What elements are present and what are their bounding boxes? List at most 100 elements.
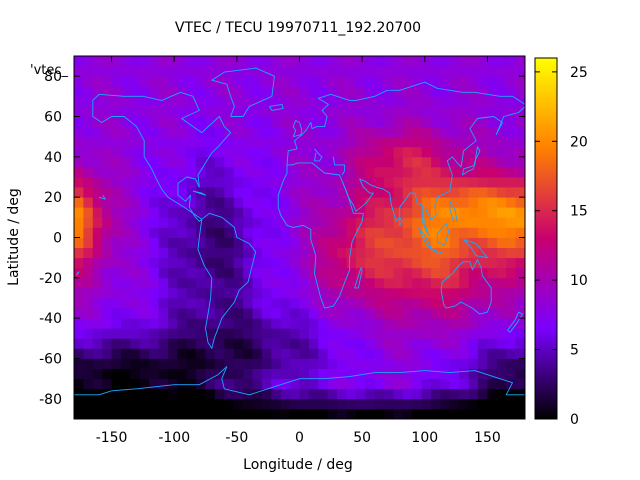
heatmap-cell — [365, 237, 376, 248]
heatmap-cell — [177, 398, 188, 410]
heatmap-cell — [83, 187, 94, 198]
heatmap-cell — [243, 197, 253, 208]
heatmap-cell — [318, 237, 329, 248]
heatmap-cell — [290, 358, 300, 369]
heatmap-cell — [440, 166, 451, 178]
heatmap-cell — [318, 247, 329, 259]
heatmap-cell — [130, 287, 141, 299]
heatmap-cell — [83, 86, 94, 97]
heatmap-cell — [158, 177, 169, 188]
heatmap-cell — [365, 156, 376, 168]
heatmap-cell — [402, 146, 413, 158]
heatmap-cell — [468, 267, 479, 279]
heatmap-cell — [271, 308, 282, 319]
heatmap-cell — [318, 287, 329, 299]
heatmap-cell — [205, 318, 216, 329]
heatmap-cell — [92, 217, 103, 228]
heatmap-cell — [355, 76, 366, 87]
heatmap-cell — [120, 146, 131, 158]
heatmap-cell — [224, 267, 235, 279]
heatmap-cell — [196, 76, 206, 87]
heatmap-cell — [515, 227, 526, 238]
heatmap-cell — [158, 227, 169, 238]
heatmap-cell — [308, 207, 319, 218]
heatmap-cell — [412, 287, 423, 299]
heatmap-cell — [459, 197, 470, 208]
heatmap-cell — [92, 106, 103, 117]
heatmap-cell — [421, 237, 432, 248]
heatmap-cell — [233, 156, 244, 168]
heatmap-cell — [440, 146, 451, 158]
heatmap-cell — [299, 237, 310, 248]
heatmap-cell — [402, 237, 413, 248]
heatmap-cell — [515, 76, 526, 87]
heatmap-cell — [468, 146, 479, 158]
heatmap-cell — [111, 96, 122, 107]
colorbar-tick-label: 25 — [570, 65, 588, 81]
heatmap-cell — [374, 318, 385, 329]
heatmap-cell — [120, 187, 131, 198]
heatmap-cell — [318, 146, 329, 158]
heatmap-cell — [327, 257, 338, 269]
heatmap-cell — [355, 287, 366, 299]
heatmap-cell — [487, 298, 498, 309]
heatmap-cell — [468, 177, 479, 188]
heatmap-cell — [214, 56, 225, 67]
heatmap-cell — [421, 86, 432, 97]
heatmap-cell — [205, 378, 216, 390]
heatmap-cell — [111, 378, 122, 390]
heatmap-cell — [177, 126, 188, 138]
heatmap-cell — [487, 348, 498, 359]
heatmap-cell — [130, 298, 141, 309]
heatmap-cell — [167, 56, 178, 67]
heatmap-cell — [496, 227, 507, 238]
heatmap-cell — [102, 358, 112, 369]
heatmap-cell — [139, 207, 150, 218]
heatmap-cell — [186, 298, 197, 309]
coastline — [436, 222, 450, 247]
heatmap-cell — [384, 358, 394, 369]
heatmap-cell — [167, 166, 178, 178]
heatmap-cell — [139, 86, 150, 97]
heatmap-cell — [261, 56, 272, 67]
heatmap-cell — [346, 408, 357, 420]
heatmap-cell — [280, 267, 291, 279]
heatmap-cell — [83, 378, 94, 390]
heatmap-cell — [111, 257, 122, 269]
heatmap-cell — [515, 56, 526, 67]
heatmap-cell — [440, 207, 451, 218]
heatmap-cell — [261, 136, 272, 148]
heatmap-cell — [139, 146, 150, 158]
heatmap-cell — [384, 177, 394, 188]
heatmap-cell — [74, 56, 84, 67]
heatmap-cell — [412, 76, 423, 87]
heatmap-cell — [167, 247, 178, 259]
heatmap-cell — [111, 136, 122, 148]
heatmap-cell — [205, 187, 216, 198]
heatmap-cell — [440, 388, 451, 400]
heatmap-cell — [384, 126, 394, 138]
heatmap-cell — [290, 408, 300, 420]
heatmap-cell — [384, 267, 394, 279]
heatmap-cell — [205, 86, 216, 97]
heatmap-cell — [459, 126, 470, 138]
heatmap-cell — [158, 338, 169, 349]
heatmap-cell — [487, 116, 498, 127]
heatmap-cell — [196, 408, 206, 420]
heatmap-cell — [402, 388, 413, 400]
heatmap-cell — [308, 247, 319, 259]
heatmap-cell — [421, 287, 432, 299]
heatmap-cell — [290, 56, 300, 67]
heatmap-cell — [421, 207, 432, 218]
heatmap-cell — [261, 287, 272, 299]
heatmap-cell — [186, 408, 197, 420]
heatmap-cell — [224, 166, 235, 178]
heatmap-cell — [318, 197, 329, 208]
heatmap-cell — [205, 96, 216, 107]
heatmap-cell — [374, 368, 385, 380]
heatmap-cell — [440, 116, 451, 127]
heatmap-cell — [393, 368, 404, 380]
heatmap-cell — [280, 277, 291, 289]
heatmap-cell — [449, 378, 460, 390]
